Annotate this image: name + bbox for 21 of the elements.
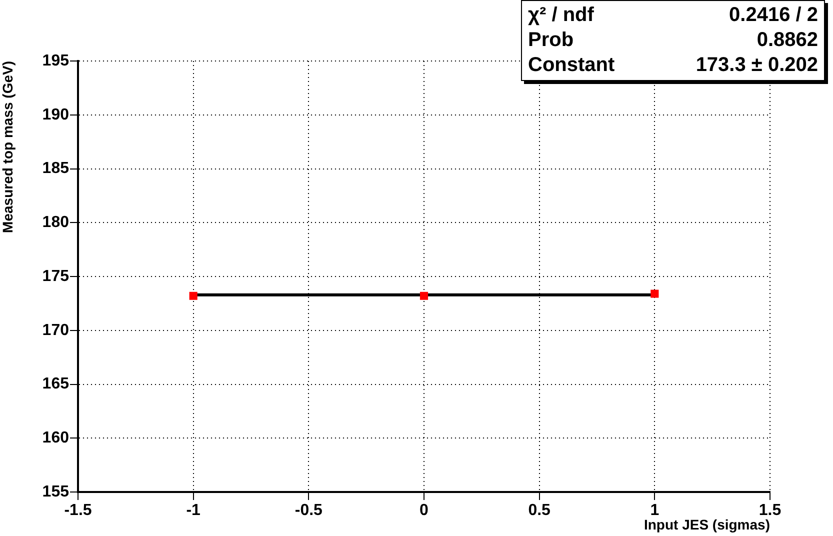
- x-tick-label: 0.5: [528, 502, 551, 520]
- y-tick-label: 185: [42, 160, 70, 178]
- y-tick-label: 195: [42, 52, 70, 70]
- y-tick-label: 160: [42, 430, 70, 447]
- y-tick-label: 165: [42, 376, 70, 393]
- text: 0.2416 / 2: [728, 3, 818, 28]
- x-tick-label: -1.5: [64, 502, 92, 520]
- annotation: 173.3 ± 0.202: [694, 53, 818, 78]
- y-tick-label: 190: [42, 106, 70, 124]
- x-tick-label: -1: [186, 502, 201, 520]
- x-tick-label: 0: [420, 502, 429, 520]
- annotation: Constant: [528, 53, 616, 78]
- text: χ² / ndf: [528, 3, 595, 28]
- y-tick-label: 175: [42, 268, 70, 285]
- y-tick-label: 155: [42, 483, 70, 500]
- text: Prob: [528, 28, 575, 53]
- text: 0.8862: [756, 28, 818, 53]
- y-axis-title: Measured top mass (GeV): [0, 61, 16, 233]
- y-tick-label: 180: [42, 214, 70, 232]
- y-tick-label: 170: [42, 322, 70, 339]
- x-tick-label: -0.5: [294, 502, 323, 520]
